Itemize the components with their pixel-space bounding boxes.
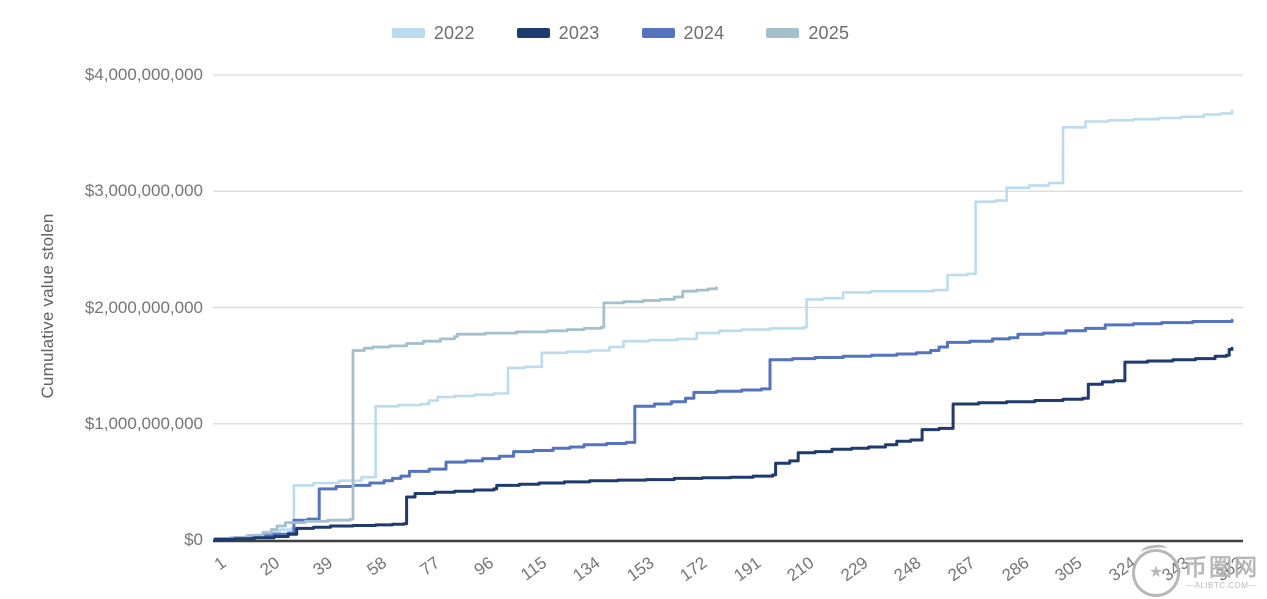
legend-item-2025: 2025 <box>766 23 849 44</box>
legend-swatch-icon <box>516 28 550 38</box>
series-line-2022 <box>213 109 1234 541</box>
legend-label: 2024 <box>683 22 725 43</box>
chart-legend: 2022 2023 2024 2025 <box>0 21 1241 45</box>
legend-label: 2023 <box>558 22 600 43</box>
series-line-2025 <box>213 286 718 541</box>
watermark-site-name: 币圈网 <box>1184 554 1259 580</box>
legend-item-2023: 2023 <box>516 22 600 44</box>
y-tick-label: $3,000,000,000 <box>84 181 203 201</box>
watermark: ★ 币圈网 —ALIBTC.COM— <box>1132 549 1259 597</box>
legend-label: 2022 <box>433 22 475 43</box>
y-tick-label: $2,000,000,000 <box>84 297 203 317</box>
series-line-2023 <box>213 346 1234 541</box>
series-line-2024 <box>213 318 1234 541</box>
legend-item-2022: 2022 <box>391 22 475 44</box>
y-tick-label: $4,000,000,000 <box>84 65 203 84</box>
legend-swatch-icon <box>641 28 675 38</box>
legend-item-2024: 2024 <box>641 22 725 44</box>
star-icon: ★ <box>1148 564 1164 581</box>
legend-swatch-icon <box>391 28 425 38</box>
legend-label: 2025 <box>808 22 850 43</box>
watermark-domain: —ALIBTC.COM— <box>1186 581 1257 590</box>
y-tick-label: $0 <box>184 530 203 549</box>
y-tick-label: $1,000,000,000 <box>84 413 203 433</box>
watermark-logo-icon: ★ <box>1132 549 1180 597</box>
legend-swatch-icon <box>766 28 800 38</box>
